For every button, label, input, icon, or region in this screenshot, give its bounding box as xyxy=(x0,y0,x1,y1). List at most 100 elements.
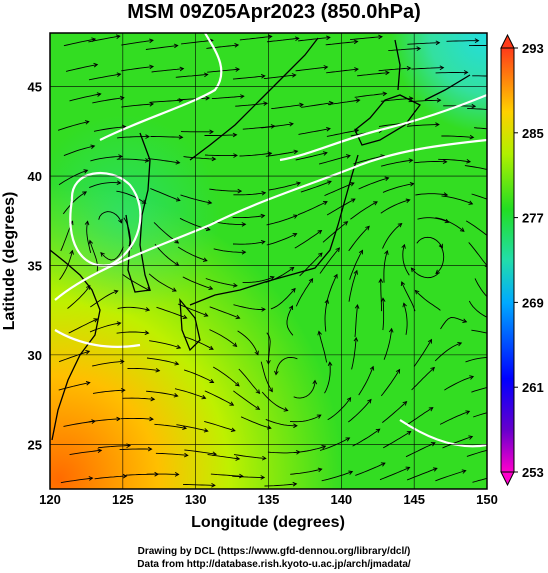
streamline-arrow xyxy=(88,239,94,245)
x-tick-label: 125 xyxy=(112,492,134,507)
streamline xyxy=(298,36,330,42)
streamline xyxy=(326,198,356,216)
streamline xyxy=(123,217,132,249)
streamline-arrow xyxy=(432,467,438,472)
streamline-arrow xyxy=(459,227,465,232)
y-tick-label: 25 xyxy=(28,437,42,452)
streamline-arrow xyxy=(234,381,240,387)
streamline xyxy=(474,278,487,298)
colorbar xyxy=(500,33,515,487)
streamline-arrow xyxy=(461,469,467,474)
streamline xyxy=(321,471,353,482)
streamline xyxy=(211,95,244,100)
streamline-arrow xyxy=(317,467,323,473)
streamline-arrow xyxy=(333,273,338,279)
streamline-arrow xyxy=(116,180,122,186)
streamline-arrow xyxy=(382,91,388,97)
streamline-arrow xyxy=(175,160,181,165)
streamline xyxy=(92,97,124,104)
x-tick-label: 140 xyxy=(330,492,352,507)
streamline xyxy=(322,221,348,243)
streamline-arrow xyxy=(436,97,442,103)
streamline xyxy=(69,449,102,456)
streamline-arrow xyxy=(85,350,91,355)
wind-streamlines xyxy=(57,34,502,488)
streamline-arrow xyxy=(323,65,329,70)
streamline-arrow xyxy=(405,466,411,471)
streamline xyxy=(379,466,410,481)
streamline-arrow xyxy=(120,387,126,393)
streamline xyxy=(466,449,487,457)
streamline-arrow xyxy=(469,375,475,380)
streamline-arrow xyxy=(263,101,269,106)
streamline-arrow xyxy=(317,229,323,235)
streamline-arrow xyxy=(296,181,301,186)
streamline xyxy=(204,154,238,157)
streamline xyxy=(294,445,326,454)
streamline xyxy=(382,401,407,423)
streamline-arrow xyxy=(348,470,354,475)
streamline xyxy=(149,340,181,349)
streamline xyxy=(289,414,322,423)
streamline-arrow xyxy=(491,300,495,304)
streamline xyxy=(119,448,152,451)
streamline xyxy=(177,246,208,262)
streamline-arrow xyxy=(237,188,243,194)
coastline-japan-kyushu xyxy=(179,298,201,352)
streamline xyxy=(117,136,149,139)
streamline-arrow xyxy=(496,108,500,112)
streamline xyxy=(121,66,154,72)
credit-data-source: Data from http://database.rish.kyoto-u.a… xyxy=(137,559,411,570)
streamline xyxy=(209,329,237,347)
map-frame xyxy=(49,32,488,490)
colorbar-tick-label: 285 xyxy=(522,126,544,141)
streamline-arrow xyxy=(141,199,147,204)
streamline-arrow xyxy=(182,425,188,431)
streamline-arrow xyxy=(369,365,375,371)
streamline-arrow xyxy=(354,304,360,309)
streamline xyxy=(411,67,444,70)
streamline-arrow xyxy=(69,249,74,255)
streamline-arrow xyxy=(484,265,487,268)
streamline-arrow xyxy=(93,62,99,68)
streamline xyxy=(464,165,487,170)
streamline xyxy=(350,36,383,41)
streamline-arrow xyxy=(428,407,434,412)
streamline xyxy=(301,102,333,108)
streamline xyxy=(150,99,183,103)
streamline xyxy=(275,356,298,375)
streamline xyxy=(403,303,408,335)
streamline-arrow xyxy=(144,158,150,163)
streamline-arrow xyxy=(203,312,209,317)
streamline-arrow xyxy=(427,338,432,344)
streamline xyxy=(326,68,359,74)
x-axis-ticks: 120 125 130 135 140 145 150 xyxy=(39,492,498,507)
streamline-arrow xyxy=(234,42,240,48)
streamline xyxy=(349,250,363,280)
streamline xyxy=(417,217,449,223)
streamline xyxy=(177,97,210,101)
y-tick-label: 30 xyxy=(28,348,42,363)
streamline-arrow xyxy=(327,361,333,366)
streamline xyxy=(177,303,208,317)
streamline-arrow xyxy=(493,169,497,173)
streamline-arrow xyxy=(498,44,502,48)
streamline-arrow xyxy=(235,67,241,72)
x-axis-title: Longitude (degrees) xyxy=(191,514,345,531)
streamline-arrow xyxy=(232,342,238,348)
streamline-arrow xyxy=(378,278,384,283)
streamline-arrow xyxy=(494,447,498,451)
streamline-arrow xyxy=(289,121,294,127)
streamline xyxy=(435,71,468,74)
streamline xyxy=(233,192,266,196)
streamline-arrow xyxy=(490,317,494,321)
streamline xyxy=(465,356,487,363)
streamline-arrow xyxy=(179,66,185,72)
streamline-arrow xyxy=(209,378,215,383)
streamline xyxy=(295,278,313,307)
streamline xyxy=(438,158,471,163)
streamline xyxy=(233,390,260,410)
streamline xyxy=(468,300,487,318)
streamline-arrow xyxy=(255,389,261,394)
streamline-arrow xyxy=(147,446,153,452)
